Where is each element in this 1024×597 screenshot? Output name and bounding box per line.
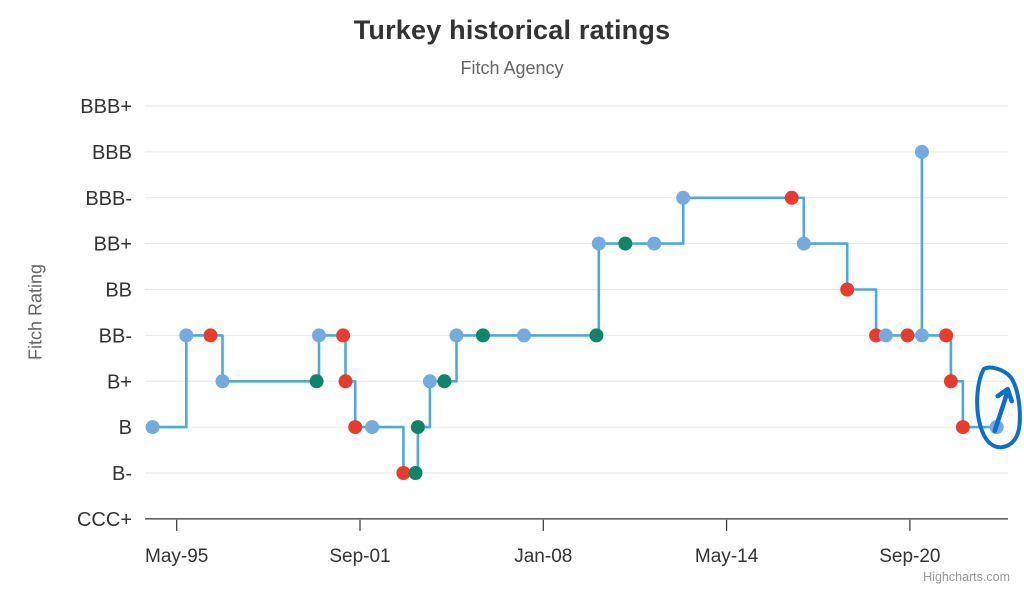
y-axis-label: BBB <box>92 142 132 164</box>
data-point-marker[interactable] <box>796 236 811 251</box>
data-point-marker[interactable] <box>348 420 363 435</box>
y-axis-label: BBB+ <box>80 96 132 118</box>
data-point-marker[interactable] <box>179 328 194 343</box>
y-axis-label: BB <box>105 280 132 302</box>
data-point-marker[interactable] <box>618 236 633 251</box>
data-point-marker[interactable] <box>396 466 411 480</box>
hand-drawn-arrowhead <box>995 386 1014 404</box>
data-point-marker[interactable] <box>676 190 691 205</box>
data-point-marker[interactable] <box>449 328 464 343</box>
data-point-marker[interactable] <box>309 374 324 389</box>
data-point-marker[interactable] <box>955 420 970 435</box>
data-point-marker[interactable] <box>312 328 326 343</box>
data-point-marker[interactable] <box>410 420 425 435</box>
y-axis-label: CCC+ <box>77 509 132 531</box>
data-point-marker[interactable] <box>589 328 604 343</box>
data-point-marker[interactable] <box>878 328 893 343</box>
x-axis-label: Sep-01 <box>329 546 390 567</box>
data-point-marker[interactable] <box>203 328 218 343</box>
data-point-marker[interactable] <box>215 374 230 389</box>
data-point-marker[interactable] <box>943 374 958 389</box>
data-point-marker[interactable] <box>408 466 423 480</box>
x-axis-label: May-95 <box>145 546 208 567</box>
data-point-marker[interactable] <box>939 328 954 343</box>
y-axis-label: BB+ <box>94 234 132 256</box>
data-point-marker[interactable] <box>338 374 353 389</box>
y-axis-label: BB- <box>99 325 132 347</box>
chart-subtitle: Fitch Agency <box>460 58 564 78</box>
x-axis-label: Sep-20 <box>879 546 940 567</box>
data-point-marker[interactable] <box>437 374 452 389</box>
data-point-marker[interactable] <box>476 328 490 343</box>
data-point-marker[interactable] <box>914 144 929 159</box>
y-axis-label: B+ <box>107 371 132 393</box>
y-axis-label: B- <box>112 463 132 485</box>
data-point-marker[interactable] <box>591 236 606 251</box>
y-axis-label: B <box>119 417 132 439</box>
hand-drawn-arrow-annotation <box>992 388 1010 434</box>
y-axis-label: BBB- <box>85 188 132 210</box>
data-point-marker[interactable] <box>914 328 929 343</box>
data-point-marker[interactable] <box>784 190 799 205</box>
x-axis-label: May-14 <box>695 546 759 567</box>
data-point-marker[interactable] <box>365 420 380 435</box>
data-point-marker[interactable] <box>145 420 160 435</box>
rating-series-line <box>151 150 998 475</box>
data-point-marker[interactable] <box>517 328 531 343</box>
x-axis-label: Jan-08 <box>514 546 572 567</box>
data-point-marker[interactable] <box>840 282 855 297</box>
data-point-marker[interactable] <box>336 328 351 343</box>
data-point-marker[interactable] <box>422 374 437 389</box>
chart-title: Turkey historical ratings <box>353 15 671 45</box>
data-point-marker[interactable] <box>900 328 915 343</box>
hand-drawn-circle-annotation <box>975 365 1022 450</box>
data-point-marker[interactable] <box>647 236 662 251</box>
highcharts-credit-link[interactable]: Highcharts.com <box>923 570 1010 584</box>
data-point-marker[interactable] <box>869 328 884 343</box>
y-axis-title: Fitch Rating <box>25 263 46 361</box>
